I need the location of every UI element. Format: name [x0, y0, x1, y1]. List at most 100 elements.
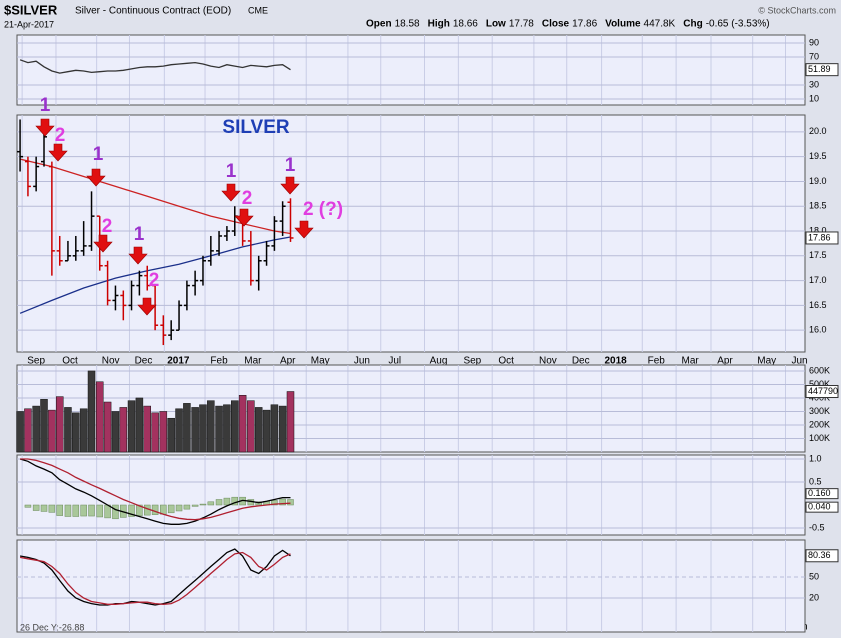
- annotation: 2: [102, 216, 113, 237]
- y-tick-label: 200K: [809, 419, 830, 429]
- volume-bar: [238, 395, 247, 453]
- stoch-line: [19, 551, 291, 605]
- annotation: 2 (?): [303, 199, 343, 220]
- volume-bar: [175, 408, 183, 453]
- y-tick-label: 50: [809, 571, 819, 581]
- marks: [16, 370, 295, 453]
- y-tick-label: 10: [809, 93, 819, 103]
- volume-bar: [119, 407, 128, 453]
- last-value-label: 447790: [808, 386, 838, 396]
- arrow: [48, 143, 68, 162]
- quote-value: 17.86: [572, 19, 597, 30]
- arrow: [93, 234, 113, 253]
- last-value-box: [805, 385, 839, 399]
- volume-bar: [95, 381, 104, 453]
- volume-bar: [191, 407, 199, 453]
- y-tick-label: 20: [809, 592, 819, 602]
- volume-bar: [87, 370, 96, 453]
- histogram-bar: [136, 504, 143, 516]
- volume-bar: [151, 412, 159, 453]
- volume-bar: [16, 411, 24, 453]
- y-tick-label: 0.5: [809, 476, 822, 486]
- y-tick-label: 18.5: [809, 201, 827, 211]
- y-tick-label: 17.5: [809, 250, 827, 260]
- x-tick-label: Sep: [463, 356, 481, 367]
- annotation: 2: [242, 188, 253, 209]
- x-tick-label: Jul: [388, 356, 401, 367]
- y-tick-label: 100K: [809, 433, 830, 443]
- macd-line: [20, 458, 291, 521]
- histogram-bar: [199, 503, 207, 506]
- histogram-bar: [40, 504, 48, 512]
- x-tick-label: 2017: [167, 356, 190, 367]
- last-value-box: [805, 549, 839, 563]
- arrow: [221, 183, 241, 202]
- x-tick-label: 2018: [604, 356, 627, 367]
- last-value-label: 17.86: [808, 232, 831, 242]
- y-tick-label: 70: [809, 51, 819, 61]
- x-tick-label: Jun: [354, 356, 370, 367]
- annotation: SILVER: [222, 117, 289, 138]
- x-tick-label: Dec: [572, 356, 590, 367]
- annotation: 1: [93, 144, 104, 165]
- x-tick-label: Aug: [430, 356, 448, 367]
- histogram-bar: [56, 504, 63, 516]
- volume-bar: [55, 396, 64, 453]
- volume-bar: [223, 404, 231, 453]
- histogram-bar: [175, 504, 183, 512]
- volume-bar: [199, 404, 207, 453]
- last-value-box: [805, 231, 839, 245]
- histogram-bar: [32, 504, 40, 511]
- arrow: [280, 176, 300, 195]
- quote-label: Low: [486, 19, 506, 30]
- annotation: 1: [134, 224, 145, 245]
- x-tick-label: Dec: [135, 356, 153, 367]
- panel: [16, 454, 806, 536]
- histogram-bar: [80, 504, 87, 517]
- y-tick-label: 19.5: [809, 151, 827, 161]
- volume-bar: [247, 400, 255, 453]
- annotation: 2: [55, 125, 66, 146]
- panel: [16, 539, 806, 633]
- marks: [19, 548, 291, 606]
- histogram-bar: [151, 504, 159, 515]
- quote-label: Open: [366, 19, 392, 30]
- macd-line: [19, 458, 291, 525]
- x-tick-label: Mar: [681, 356, 699, 367]
- arrow: [294, 220, 314, 239]
- histogram-bar: [64, 504, 72, 517]
- y-tick-label: 30: [809, 79, 819, 89]
- histogram-bar: [231, 496, 239, 506]
- histogram-bar: [112, 504, 119, 520]
- volume-bar: [159, 411, 168, 453]
- arrow: [86, 168, 106, 187]
- x-tick-label: Feb: [210, 356, 228, 367]
- annotation: 1: [40, 95, 51, 116]
- volume-bar: [143, 405, 152, 453]
- y-tick-label: 500K: [809, 379, 830, 389]
- last-value-label: 0.160: [808, 488, 831, 498]
- volume-bar: [103, 401, 112, 453]
- exchange: CME: [248, 5, 268, 15]
- last-value-label: 0.040: [808, 502, 831, 512]
- volume-bar: [254, 407, 263, 453]
- y-tick-label: 600K: [809, 365, 830, 375]
- histogram-bar: [96, 504, 103, 518]
- last-value-box: [805, 63, 839, 77]
- volume-bar: [270, 404, 279, 453]
- histogram-bar: [271, 500, 278, 506]
- y-tick-label: 16.0: [809, 325, 827, 335]
- histogram-bar: [88, 504, 95, 517]
- x-tick-label: Jun: [791, 356, 807, 367]
- instrument-name: Silver - Continuous Contract (EOD): [75, 6, 231, 17]
- volume-bar: [72, 412, 80, 453]
- histogram-bar: [191, 504, 199, 507]
- y-tick-label: -0.5: [809, 522, 825, 532]
- annotation: 1: [226, 161, 237, 182]
- quote-value: 18.58: [395, 19, 420, 30]
- copyright: © StockCharts.com: [758, 5, 836, 15]
- histogram-bar: [255, 501, 262, 506]
- y-tick-label: 19.0: [809, 176, 827, 186]
- volume-bar: [64, 407, 72, 453]
- quote-value: 447.8K: [644, 19, 676, 30]
